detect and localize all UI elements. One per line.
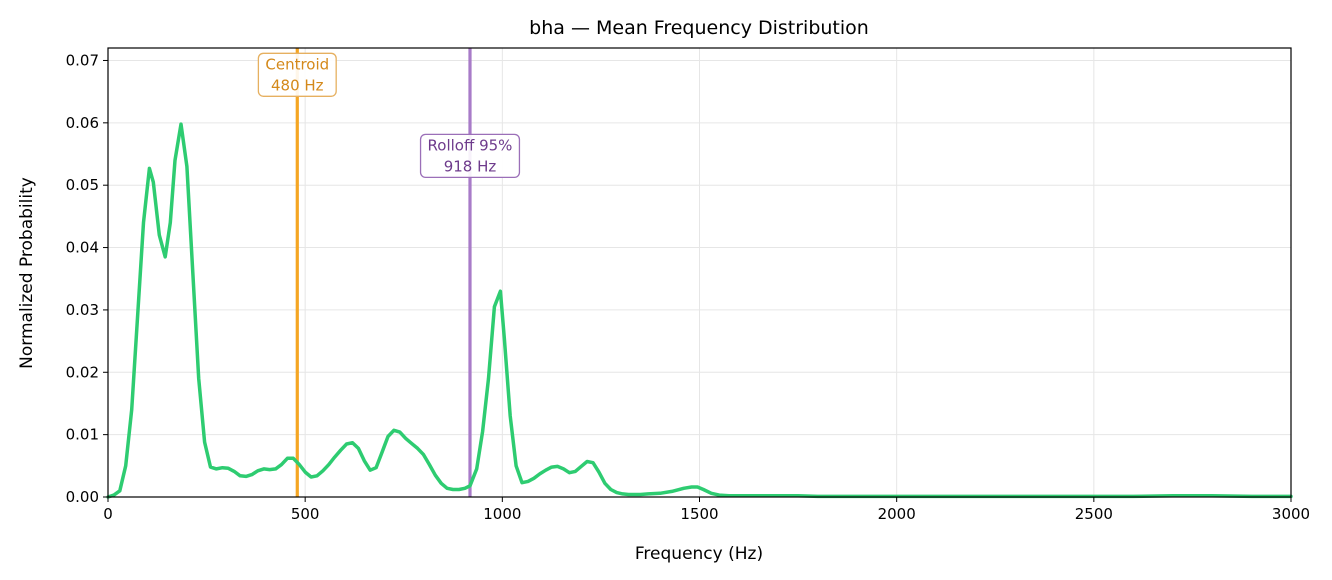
annotation-value: 918 Hz: [444, 157, 497, 175]
series-line: [106, 122, 1293, 499]
y-tick-label: 0.04: [66, 239, 99, 257]
x-tick-label: 2500: [1075, 505, 1113, 523]
y-axis-label: Normalized Probability: [17, 177, 37, 369]
series-group: [106, 122, 1293, 499]
x-tick-label: 3000: [1272, 505, 1310, 523]
annotation-label: Rolloff 95%: [428, 136, 513, 154]
y-axis-ticks: 0.00 0.01 0.02 0.03 0.04 0.05 0.06 0.07: [66, 51, 108, 506]
annotation-frame: [257, 52, 337, 97]
y-tick-label: 0.00: [66, 488, 99, 506]
annotation-box: Centroid 480 Hz: [257, 52, 337, 97]
x-tick-label: 2000: [878, 505, 916, 523]
x-tick-label: 0: [103, 505, 113, 523]
annotations: Centroid 480 Hz Rolloff 95% 918 Hz: [257, 52, 521, 179]
x-tick-label: 1500: [680, 505, 718, 523]
y-tick-label: 0.06: [66, 114, 99, 132]
reference-lines: [295, 48, 472, 497]
x-tick-label: 500: [291, 505, 320, 523]
y-tick-label: 0.07: [66, 51, 99, 69]
y-tick-label: 0.05: [66, 176, 99, 194]
x-tick-label: 1000: [483, 505, 521, 523]
y-tick-label: 0.01: [66, 426, 99, 444]
annotation-frame: [419, 133, 521, 179]
y-grid-lines: [108, 59, 1291, 498]
x-axis-ticks: 0 500 1000 1500 2000 2500 3000: [103, 497, 1310, 523]
annotation-label: Centroid: [265, 55, 329, 73]
chart-title: bha — Mean Frequency Distribution: [529, 17, 869, 39]
annotation-box: Rolloff 95% 918 Hz: [419, 133, 521, 179]
x-grid-lines: [107, 48, 1292, 497]
x-axis-label: Frequency (Hz): [635, 544, 763, 564]
y-tick-label: 0.03: [66, 301, 99, 319]
y-tick-label: 0.02: [66, 363, 99, 381]
annotation-value: 480 Hz: [271, 76, 324, 94]
